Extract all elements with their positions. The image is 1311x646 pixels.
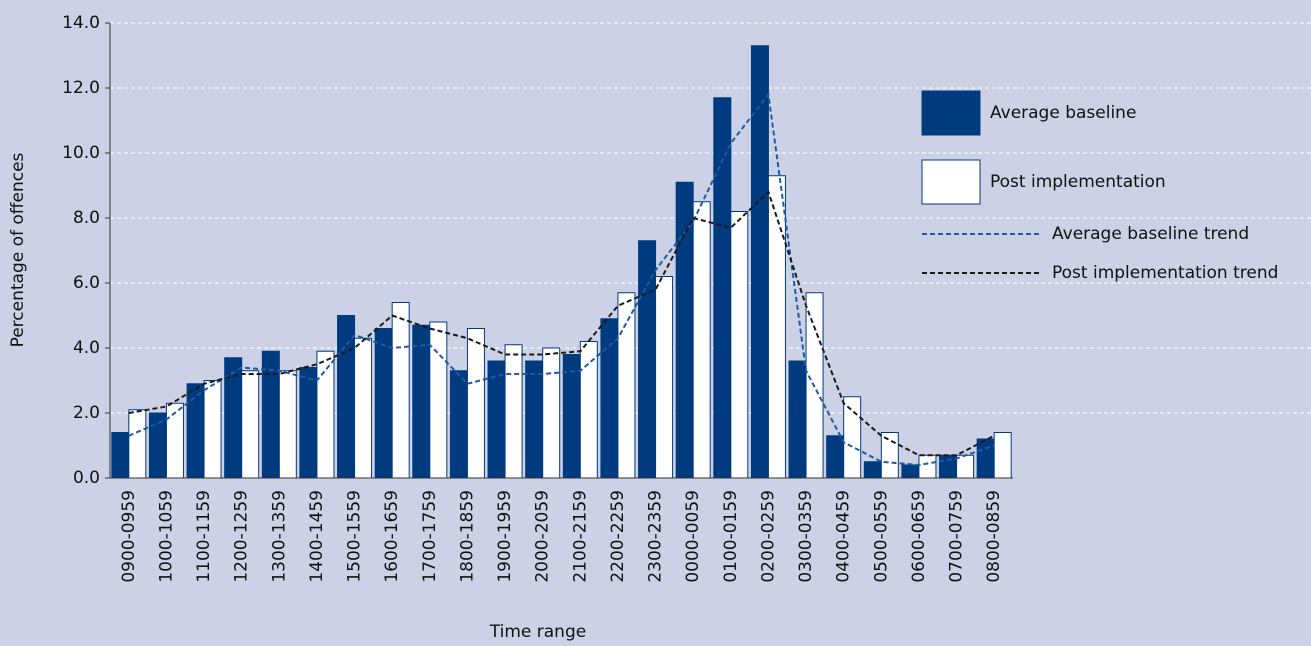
- x-tick-label: 0700-0759: [947, 490, 967, 583]
- bar: [939, 454, 958, 479]
- bar: [429, 321, 448, 479]
- x-tick-label: 1700-1759: [420, 490, 440, 583]
- bar: [767, 175, 786, 479]
- y-tick-label: 12.0: [62, 78, 100, 98]
- bar: [993, 432, 1012, 479]
- bar: [354, 337, 373, 479]
- x-tick-label: 0500-0559: [871, 490, 891, 583]
- y-tick-label: 2.0: [73, 403, 100, 423]
- bar: [600, 318, 619, 479]
- x-tick-label: 2000-2059: [533, 490, 553, 583]
- x-tick-label: 2200-2259: [608, 490, 628, 583]
- bar: [504, 344, 523, 479]
- bar: [111, 432, 130, 479]
- bar: [186, 383, 205, 479]
- bar: [337, 315, 356, 479]
- bar: [617, 292, 636, 479]
- y-tick-label: 10.0: [62, 143, 100, 163]
- bar: [730, 211, 749, 479]
- y-tick-label: 6.0: [73, 273, 100, 293]
- bar: [918, 454, 937, 479]
- bar: [976, 438, 995, 479]
- legend-swatch: [921, 159, 981, 205]
- bar: [692, 201, 711, 479]
- x-axis-title: Time range: [489, 622, 586, 642]
- legend-label: Post implementation: [990, 172, 1166, 192]
- bar: [655, 276, 674, 479]
- x-tick-label: 0300-0359: [796, 490, 816, 583]
- bar: [299, 367, 318, 479]
- bar: [826, 435, 845, 479]
- bar: [487, 360, 506, 479]
- bar: [128, 409, 147, 479]
- bar: [203, 380, 222, 479]
- x-tick-label: 1000-1059: [156, 490, 176, 583]
- x-tick-label: 0000-0059: [683, 490, 703, 583]
- bar: [843, 396, 862, 479]
- x-tick-label: 0800-0859: [984, 490, 1004, 583]
- x-tick-label: 0600-0659: [909, 490, 929, 583]
- bar: [750, 45, 769, 479]
- bar: [449, 370, 468, 479]
- x-tick-label: 1600-1659: [382, 490, 402, 583]
- bar: [241, 370, 260, 479]
- x-tick-label: 1900-1959: [495, 490, 515, 583]
- x-tick-label: 0200-0259: [758, 490, 778, 583]
- y-axis-title: Percentage of offences: [8, 152, 28, 347]
- bar: [542, 347, 561, 479]
- y-tick-label: 4.0: [73, 338, 100, 358]
- bar: [525, 360, 544, 479]
- x-tick-label: 1400-1459: [307, 490, 327, 583]
- bar: [880, 432, 899, 479]
- x-tick-label: 1200-1259: [232, 490, 252, 583]
- legend-label: Average baseline trend: [1052, 224, 1249, 244]
- x-tick-label: 1800-1859: [457, 490, 477, 583]
- trend-line: [128, 190, 995, 457]
- y-tick-label: 0.0: [73, 468, 100, 488]
- bar: [165, 402, 184, 479]
- trend-line: [128, 91, 995, 467]
- bar: [788, 360, 807, 479]
- bar: [675, 181, 694, 479]
- bar: [579, 341, 598, 479]
- x-tick-label: 1100-1159: [194, 490, 214, 583]
- x-tick-label: 0400-0459: [834, 490, 854, 583]
- x-tick-label: 0100-0159: [721, 490, 741, 583]
- bar: [562, 354, 581, 479]
- x-tick-label: 0900-0959: [119, 490, 139, 583]
- x-tick-label: 1300-1359: [269, 490, 289, 583]
- bar: [713, 97, 732, 479]
- bar: [316, 350, 335, 479]
- x-tick-label: 2300-2359: [646, 490, 666, 583]
- y-tick-label: 8.0: [73, 208, 100, 228]
- x-tick-label: 2100-2159: [570, 490, 590, 583]
- bar: [374, 328, 393, 479]
- bar: [391, 302, 410, 479]
- legend-label: Post implementation trend: [1052, 263, 1278, 283]
- legend-swatch: [921, 90, 981, 136]
- bar: [412, 324, 431, 479]
- legend-label: Average baseline: [990, 103, 1136, 123]
- bar: [148, 412, 167, 479]
- bar: [466, 328, 485, 479]
- y-tick-label: 14.0: [62, 13, 100, 33]
- bar: [278, 370, 297, 479]
- bar: [863, 461, 882, 479]
- bar: [901, 464, 920, 479]
- x-tick-label: 1500-1559: [345, 490, 365, 583]
